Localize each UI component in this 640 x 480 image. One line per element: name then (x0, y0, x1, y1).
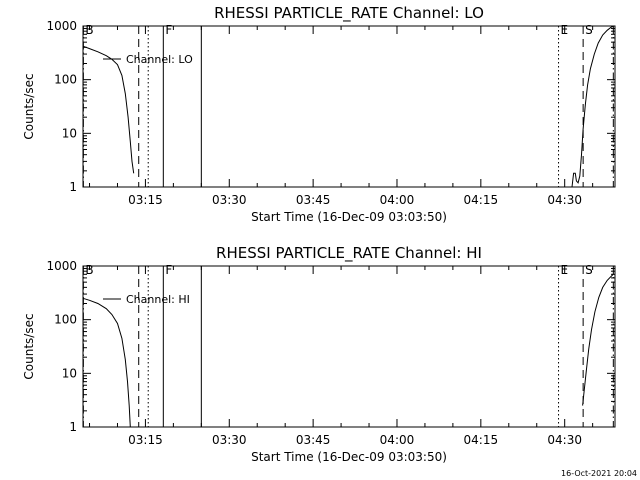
y-tick-label: 1000 (46, 19, 77, 33)
legend-label: Channel: HI (126, 293, 190, 306)
chart-title: RHESSI PARTICLE_RATE Channel: HI (216, 244, 482, 263)
x-tick-label: 04:15 (464, 193, 499, 207)
x-tick-label: 04:30 (547, 193, 582, 207)
y-tick-label: 100 (54, 73, 77, 87)
y-tick-label: 10 (62, 366, 77, 380)
y-tick-label: 1000 (46, 259, 77, 273)
event-marker-label: B (85, 23, 93, 37)
y-tick-label: 10 (62, 126, 77, 140)
event-marker-label: S (585, 23, 593, 37)
event-marker-label: B (85, 263, 93, 277)
event-marker-label: F (165, 23, 172, 37)
footer-timestamp: 16-Oct-2021 20:04 (561, 469, 637, 478)
x-axis-label: Start Time (16-Dec-09 03:03:50) (251, 450, 447, 464)
y-tick-label: 1 (69, 420, 77, 434)
x-tick-label: 04:30 (547, 433, 582, 447)
x-tick-label: 04:00 (380, 433, 415, 447)
x-tick-label: 04:15 (464, 433, 499, 447)
y-tick-label: 1 (69, 180, 77, 194)
x-tick-label: 03:15 (128, 433, 163, 447)
chart-title: RHESSI PARTICLE_RATE Channel: LO (214, 4, 484, 23)
y-tick-label: 100 (54, 313, 77, 327)
y-axis-label: Counts/sec (22, 313, 36, 379)
legend-label: Channel: LO (126, 53, 193, 66)
x-tick-label: 03:30 (212, 193, 247, 207)
event-marker-label: E (561, 23, 569, 37)
event-marker-label: F (165, 263, 172, 277)
x-tick-label: 03:30 (212, 433, 247, 447)
event-marker-label: E (561, 263, 569, 277)
y-axis-label: Counts/sec (22, 73, 36, 139)
x-tick-label: 04:00 (380, 193, 415, 207)
x-tick-label: 03:45 (296, 433, 331, 447)
x-tick-label: 03:45 (296, 193, 331, 207)
x-axis-label: Start Time (16-Dec-09 03:03:50) (251, 210, 447, 224)
event-marker-label: S (585, 263, 593, 277)
x-tick-label: 03:15 (128, 193, 163, 207)
